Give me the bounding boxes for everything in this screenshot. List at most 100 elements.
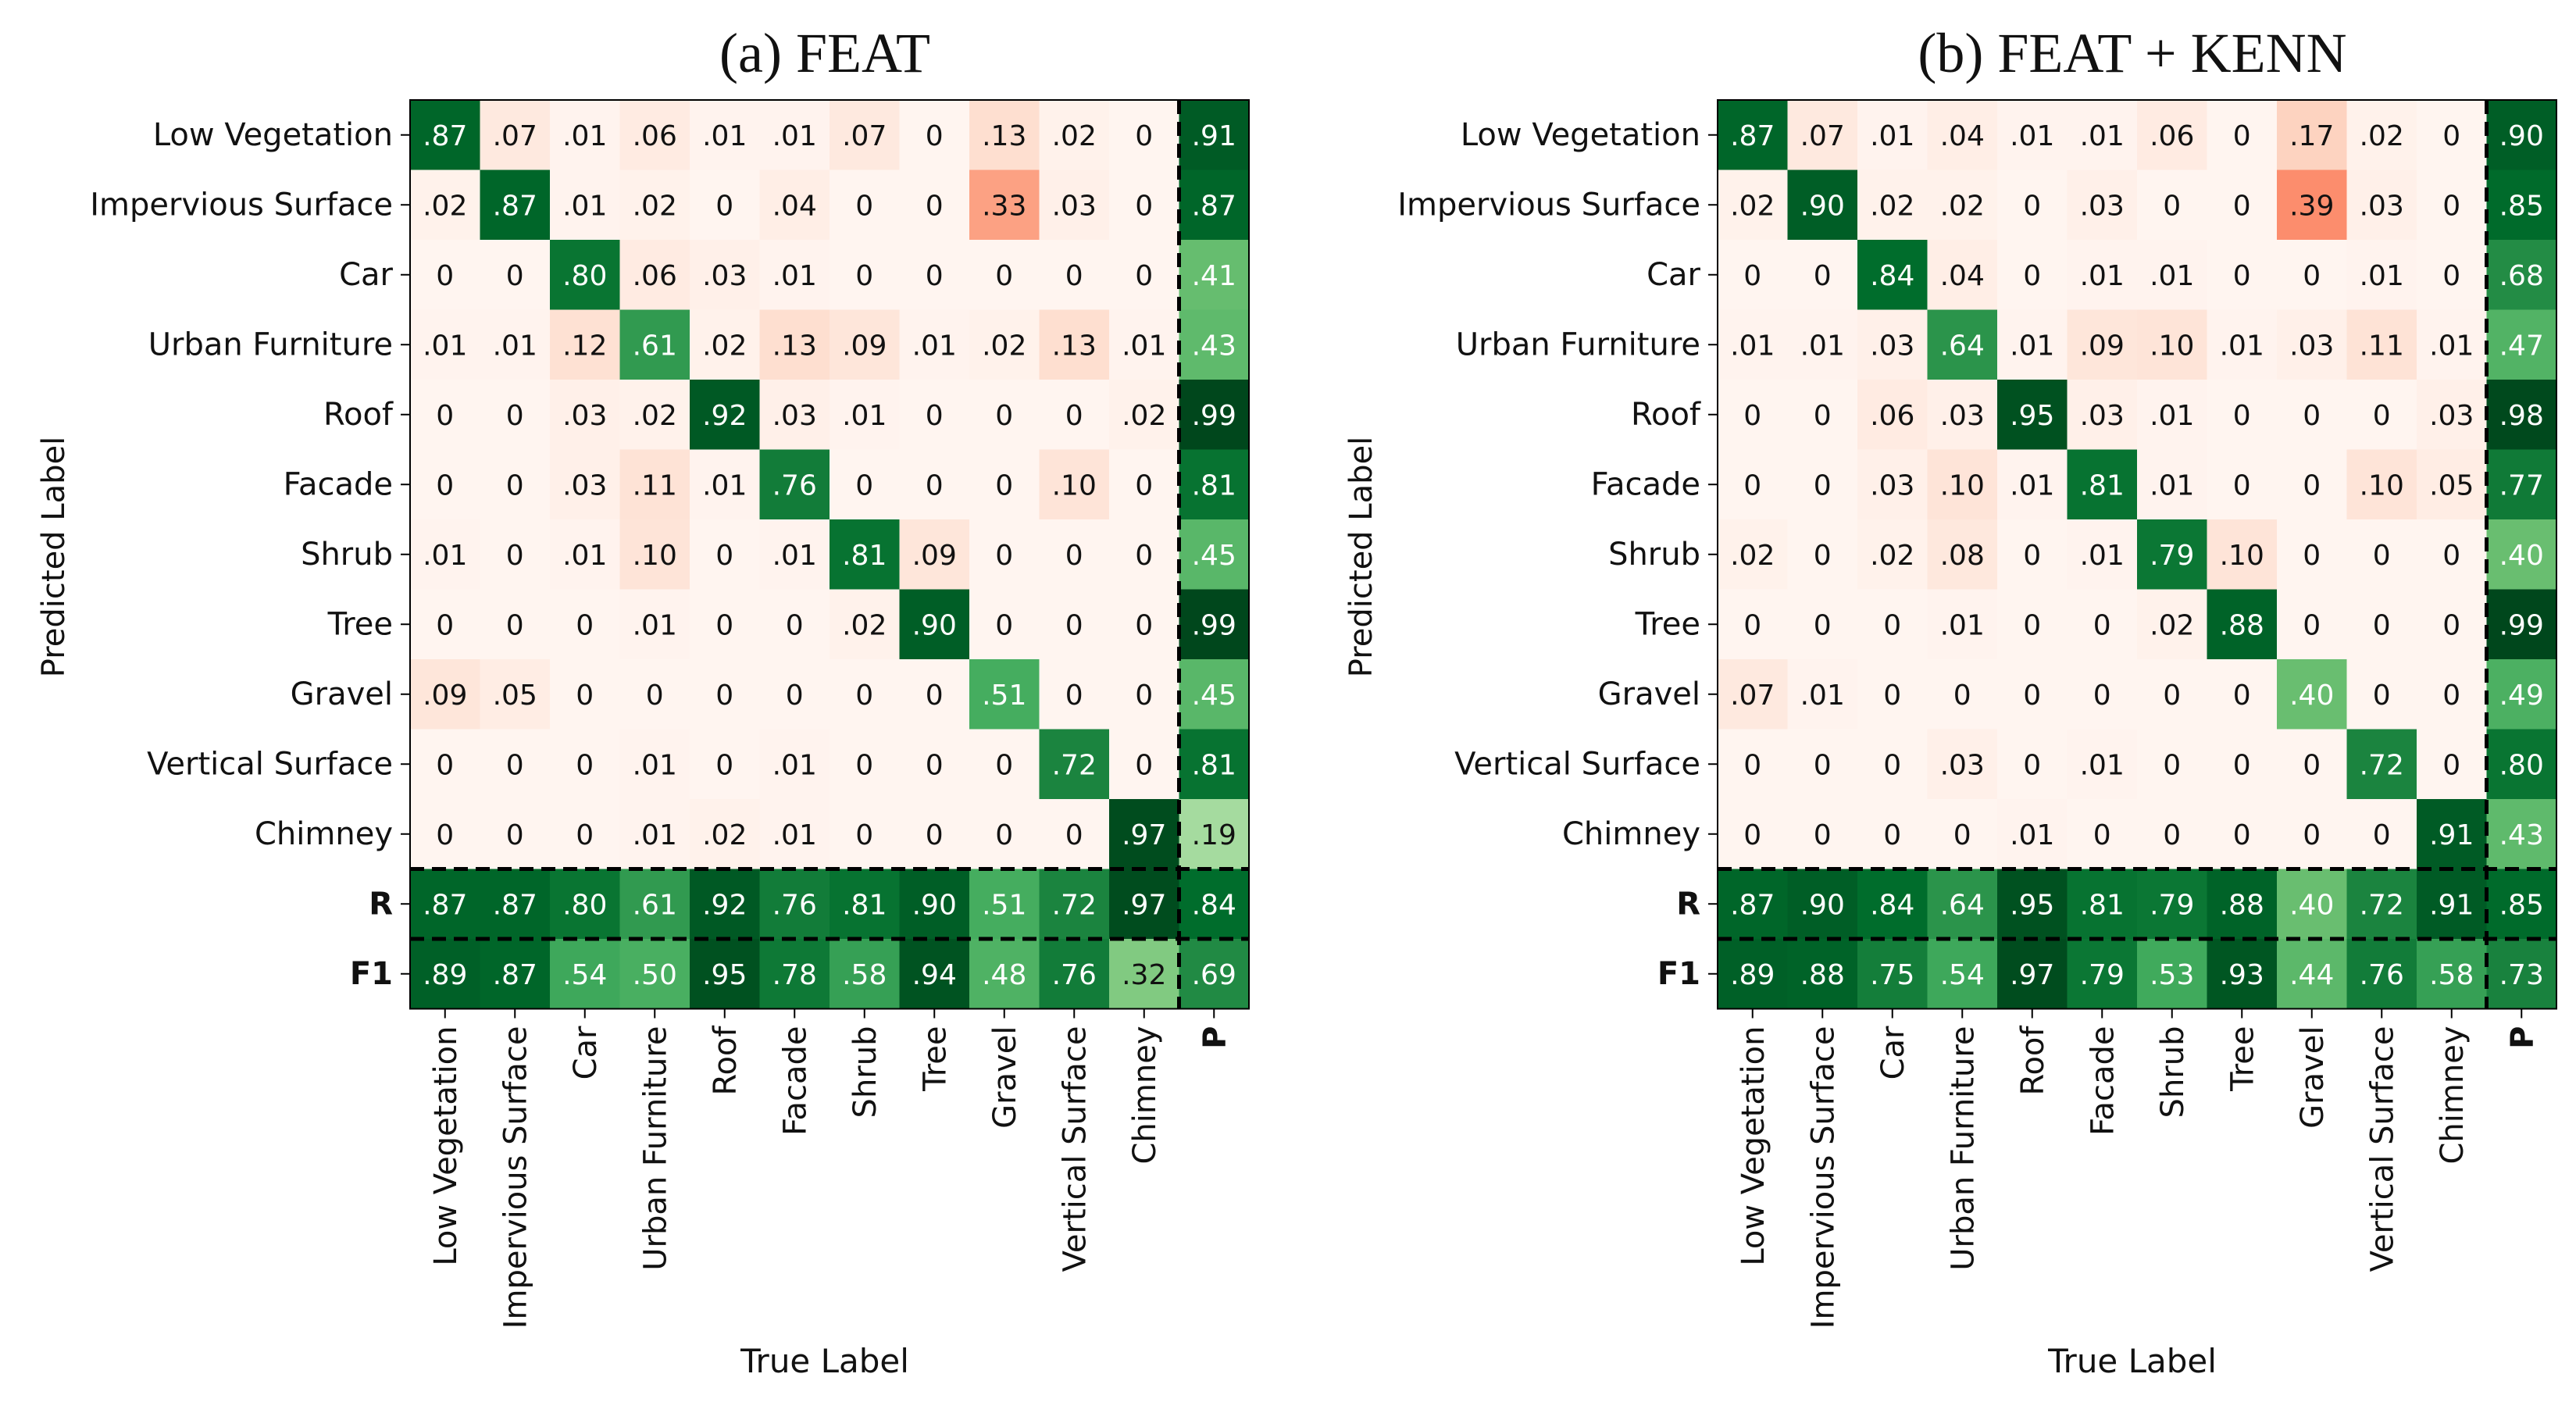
recall-value: .81 (2080, 889, 2125, 921)
heatmap-cell (2067, 380, 2138, 450)
heatmap-cell (1109, 799, 1179, 869)
cell-value: .91 (2429, 819, 2474, 851)
recall-value: .97 (1122, 889, 1166, 921)
precision-cell (2486, 169, 2557, 241)
heatmap-cell (1857, 519, 1928, 590)
heatmap-cell (1787, 169, 1858, 241)
cell-value: 0 (2303, 469, 2321, 501)
precision-cell (2486, 729, 2557, 800)
heatmap-cell (2207, 449, 2278, 520)
y-tick-label: Shrub (1608, 537, 1700, 573)
heatmap-cell (2207, 519, 2278, 590)
cell-value: 0 (2093, 819, 2111, 851)
x-tick-label: Car (568, 1026, 604, 1079)
f1-cell (550, 939, 620, 1009)
recall-cell (1927, 869, 1998, 940)
heatmap-cell (550, 309, 620, 380)
precision-cell (2486, 589, 2557, 660)
cell-value: .02 (1870, 190, 1914, 222)
heatmap-cell (2417, 240, 2487, 310)
heatmap-cell (410, 519, 480, 590)
recall-cell (2207, 869, 2278, 940)
recall-value: .61 (633, 889, 677, 921)
cell-value: 0 (2023, 609, 2041, 641)
heatmap-cell (480, 380, 551, 450)
cell-value: 0 (926, 400, 944, 432)
cell-value: 0 (1065, 819, 1083, 851)
cell-value: 0 (1743, 749, 1761, 781)
heatmap-cell (2346, 519, 2417, 590)
heatmap-cell (550, 100, 620, 170)
f1-value: .53 (2150, 959, 2194, 991)
heatmap-cell (2417, 589, 2487, 660)
heatmap-cell (1997, 519, 2068, 590)
cell-value: .01 (423, 540, 467, 572)
cell-value: .10 (1052, 469, 1097, 501)
x-tick-label: Gravel (2295, 1026, 2331, 1129)
heatmap-cell (480, 519, 551, 590)
heatmap-cell (1997, 240, 2068, 310)
cell-value: .05 (493, 680, 537, 712)
heatmap-cell (2207, 799, 2278, 869)
heatmap-cell (969, 799, 1040, 869)
heatmap-cell (2137, 169, 2207, 241)
heatmap-cell (759, 589, 830, 660)
heatmap-cell (2417, 380, 2487, 450)
recall-cell (550, 869, 620, 940)
cell-value: 0 (2233, 469, 2251, 501)
cell-value: 0 (1814, 609, 1832, 641)
cell-value: 0 (1743, 260, 1761, 292)
f1-cell (619, 939, 690, 1009)
heatmap-cell (2137, 240, 2207, 310)
heatmap-cell (1109, 380, 1179, 450)
heatmap-cell (690, 799, 760, 869)
heatmap-cell (1997, 589, 2068, 660)
y-tick-label: Car (339, 257, 393, 293)
heatmap-cell (1927, 799, 1998, 869)
cell-value: .01 (1870, 120, 1914, 152)
cell-value: .01 (842, 400, 887, 432)
recall-cell (1787, 869, 1858, 940)
heatmap-cell (2277, 729, 2347, 800)
heatmap-cell (550, 169, 620, 241)
cell-value: 0 (2373, 819, 2391, 851)
heatmap-cell (619, 729, 690, 800)
heatmap-cell (830, 380, 900, 450)
f1-cell (2207, 939, 2278, 1009)
precision-cell (1179, 589, 1250, 660)
f1-value: .76 (2360, 959, 2404, 991)
cell-value: .51 (982, 680, 1026, 712)
cell-value: .03 (562, 469, 607, 501)
cell-value: 0 (1743, 400, 1761, 432)
cell-value: .01 (1730, 330, 1775, 362)
f1-cell (830, 939, 900, 1009)
cell-value: .04 (772, 190, 817, 222)
cell-value: .03 (702, 260, 747, 292)
heatmap-cell (2067, 729, 2138, 800)
cell-value: 0 (715, 680, 733, 712)
y-tick-label-summary: R (369, 886, 393, 922)
heatmap-cell (619, 799, 690, 869)
cell-value: 0 (715, 749, 733, 781)
heatmap-cell (690, 380, 760, 450)
f1-cell (2277, 939, 2347, 1009)
heatmap-cell (2346, 799, 2417, 869)
cell-value: .02 (1870, 540, 1914, 572)
heatmap-cell (2137, 309, 2207, 380)
cell-value: .10 (633, 540, 677, 572)
cell-value: .02 (702, 819, 747, 851)
heatmap-cell (2277, 169, 2347, 241)
heatmap-cell (899, 659, 970, 730)
cell-value: 0 (2303, 260, 2321, 292)
precision-cell (1179, 449, 1250, 520)
cell-value: 0 (1743, 609, 1761, 641)
heatmap-cell (480, 659, 551, 730)
heatmap-cell (410, 729, 480, 800)
f1-cell (1927, 939, 1998, 1009)
cell-value: 0 (786, 609, 804, 641)
heatmap-cell (759, 169, 830, 241)
cell-value: .01 (1800, 330, 1845, 362)
heatmap-cell (2207, 659, 2278, 730)
precision-value: .85 (2499, 190, 2544, 222)
heatmap-cell (969, 100, 1040, 170)
